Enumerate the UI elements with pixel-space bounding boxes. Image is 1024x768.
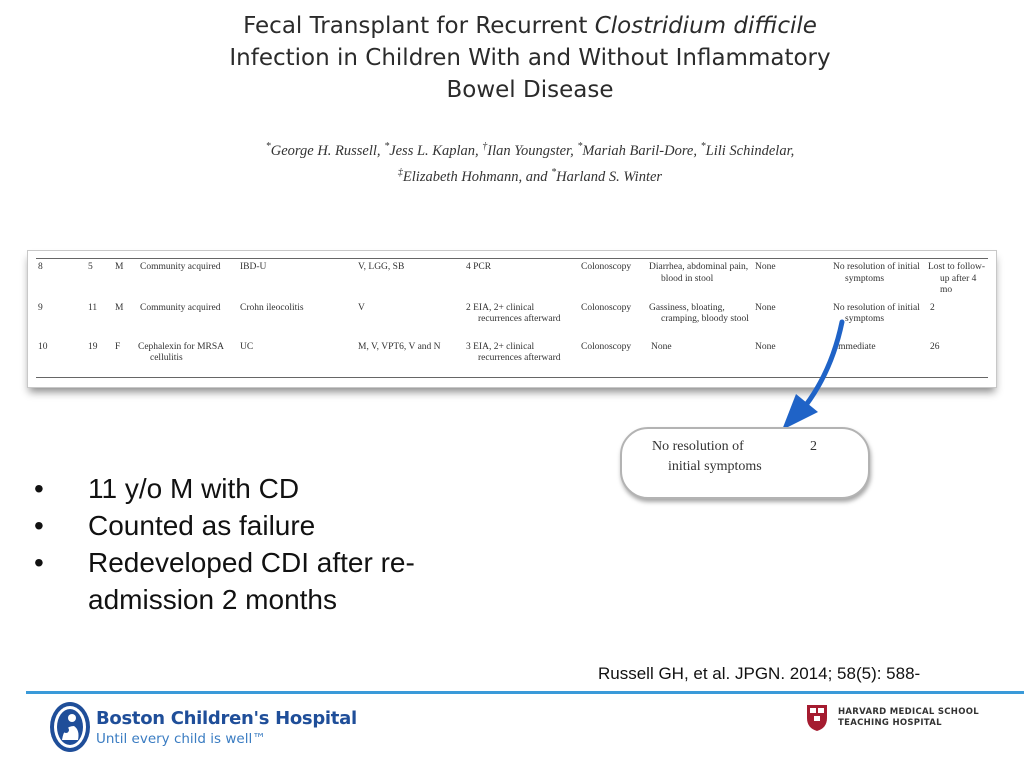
harvard-shield-icon (807, 705, 827, 731)
table-cell: Lost to follow-up after 4 mo (928, 262, 985, 295)
bullet-item: • 11 y/o M with CD (28, 470, 508, 507)
bullet-text: 11 y/o M with CD (88, 473, 300, 504)
table-cell: Community acquired (140, 302, 221, 313)
affiliation-mark: ‡ (397, 166, 403, 178)
hospital-name: Boston Children's Hospital (96, 708, 357, 729)
table-cell: None (651, 341, 672, 352)
title-line-2: Infection in Children With and Without I… (229, 45, 831, 71)
author-name: Elizabeth Hohmann, and (402, 168, 552, 185)
bullet-list: • 11 y/o M with CD • Counted as failure • R… (28, 470, 508, 618)
table-cell: M (115, 302, 124, 313)
table-cell: 19 (88, 341, 98, 352)
table-cell: UC (240, 341, 254, 352)
table-cell: 4 PCR (466, 262, 492, 272)
hms-line-1: HARVARD MEDICAL SCHOOL (838, 707, 979, 717)
bullet-item: • Redeveloped CDI after re-admission 2 mo… (28, 544, 508, 618)
table-cell: 8 (38, 262, 43, 272)
title-line-3: Bowel Disease (446, 77, 614, 103)
table-cell: Immediate (835, 341, 876, 352)
harvard-affiliation: HARVARD MEDICAL SCHOOL TEACHING HOSPITAL (838, 707, 979, 729)
affiliation-mark: * (265, 141, 271, 152)
table-cell: 5 (88, 262, 93, 272)
author-name: Jess L. Kaplan, (389, 142, 483, 159)
zoom-callout: No resolution of initial symptoms 2 (620, 427, 870, 499)
title-text-italic: Clostridium difficile (594, 13, 817, 39)
author-name: Ilan Youngster, (487, 142, 578, 159)
table-cell: Diarrhea, abdominal pain, blood in stool (649, 262, 749, 284)
table-cell: No resolution of initial symptoms (833, 262, 920, 284)
table-cell: M, V, VPT6, V and N (358, 341, 441, 352)
table-cell: None (755, 302, 776, 313)
hospital-tagline: Until every child is well™ (96, 731, 266, 747)
callout-value: 2 (810, 439, 817, 454)
author-line-1: *George H. Russell, *Jess L. Kaplan, †Il… (150, 136, 910, 162)
table-cell: None (755, 341, 776, 352)
bullet-item: • Counted as failure (28, 507, 508, 544)
table-row: 10 19 F Cephalexin for MRSA cellulitis U… (36, 339, 988, 378)
author-name: George H. Russell, (270, 142, 385, 159)
bullet-dot: • (34, 473, 44, 504)
table-cell: Cephalexin for MRSA cellulitis (138, 341, 224, 364)
table-cell: IBD-U (240, 262, 267, 272)
affiliation-mark: * (577, 141, 583, 152)
table-cell: F (115, 341, 121, 352)
bullet-dot: • (34, 547, 44, 578)
table-cell: Colonoscopy (581, 262, 632, 272)
footer-divider (26, 691, 1024, 694)
table-cell: Gassiness, bloating, cramping, bloody st… (649, 302, 749, 325)
table-cell: V (358, 302, 365, 313)
bullet-text: Counted as failure (88, 510, 316, 541)
slide-title: Fecal Transplant for Recurrent Clostridi… (150, 10, 910, 106)
patient-table: 8 5 M Community acquired IBD-U V, LGG, S… (36, 258, 988, 378)
author-name: Harland S. Winter (556, 168, 663, 185)
table-cell: 2 EIA, 2+ clinical recurrences afterward (466, 302, 561, 325)
affiliation-mark: * (700, 141, 706, 152)
table-row: 8 5 M Community acquired IBD-U V, LGG, S… (36, 259, 988, 300)
bullet-dot: • (34, 510, 44, 541)
bullet-text: Redeveloped CDI after re-admission 2 mon… (88, 547, 415, 615)
table-cell: 9 (38, 302, 43, 313)
affiliation-mark: † (482, 141, 488, 152)
title-text-a: Fecal Transplant for Recurrent (243, 13, 595, 39)
table-row: 9 11 M Community acquired Crohn ileocoli… (36, 300, 988, 339)
table-cell: M (115, 262, 124, 272)
affiliation-mark: * (551, 166, 557, 178)
author-name: Lili Schindelar, (705, 142, 795, 159)
author-list: *George H. Russell, *Jess L. Kaplan, †Il… (150, 136, 910, 188)
table-cell: 11 (88, 302, 98, 313)
table-cell: V, LGG, SB (358, 262, 405, 272)
table-excerpt: 8 5 M Community acquired IBD-U V, LGG, S… (27, 250, 997, 388)
table-cell: No resolution of initial symptoms (833, 302, 920, 325)
citation: Russell GH, et al. JPGN. 2014; 58(5): 58… (598, 664, 921, 683)
table-cell: 10 (38, 341, 48, 352)
author-name: Mariah Baril-Dore, (582, 142, 701, 159)
table-cell: Crohn ileocolitis (240, 302, 304, 313)
boston-childrens-logo-icon (50, 702, 90, 752)
table-cell: Colonoscopy (581, 341, 632, 352)
hms-line-2: TEACHING HOSPITAL (838, 718, 942, 728)
callout-outcome-line-2: initial symptoms (668, 459, 762, 474)
callout-outcome-line-1: No resolution of (652, 439, 744, 454)
table-cell: 3 EIA, 2+ clinical recurrences afterward (466, 341, 561, 364)
title-line-1: Fecal Transplant for Recurrent Clostridi… (150, 10, 910, 42)
table-cell: 2 (930, 302, 935, 313)
table-cell: None (755, 262, 776, 272)
author-line-2: ‡Elizabeth Hohmann, and *Harland S. Wint… (150, 162, 910, 188)
table-cell: Community acquired (140, 262, 221, 272)
table-cell: Colonoscopy (581, 302, 632, 313)
table-cell: 26 (930, 341, 940, 352)
affiliation-mark: * (384, 141, 390, 152)
